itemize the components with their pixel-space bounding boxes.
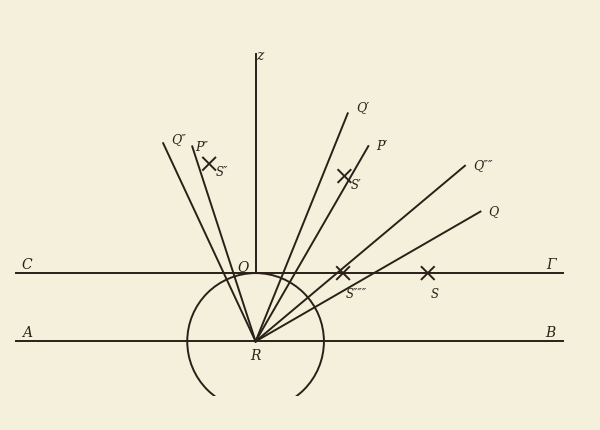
Text: Q′: Q′ — [356, 101, 369, 114]
Text: S″: S″ — [215, 166, 227, 179]
Text: S: S — [431, 288, 439, 301]
Text: S″″″: S″″″ — [346, 288, 367, 301]
Text: Γ: Γ — [546, 258, 556, 272]
Text: S′: S′ — [350, 179, 361, 192]
Text: R: R — [250, 350, 261, 363]
Text: Q: Q — [488, 205, 499, 218]
Text: O: O — [238, 261, 249, 275]
Text: P′: P′ — [377, 140, 388, 153]
Text: z: z — [256, 49, 263, 63]
Text: B: B — [545, 326, 556, 340]
Text: C: C — [22, 258, 32, 272]
Text: A: A — [22, 326, 32, 340]
Text: Q″: Q″ — [172, 132, 186, 146]
Text: P″: P″ — [196, 141, 209, 154]
Text: Q″″: Q″″ — [473, 159, 493, 172]
